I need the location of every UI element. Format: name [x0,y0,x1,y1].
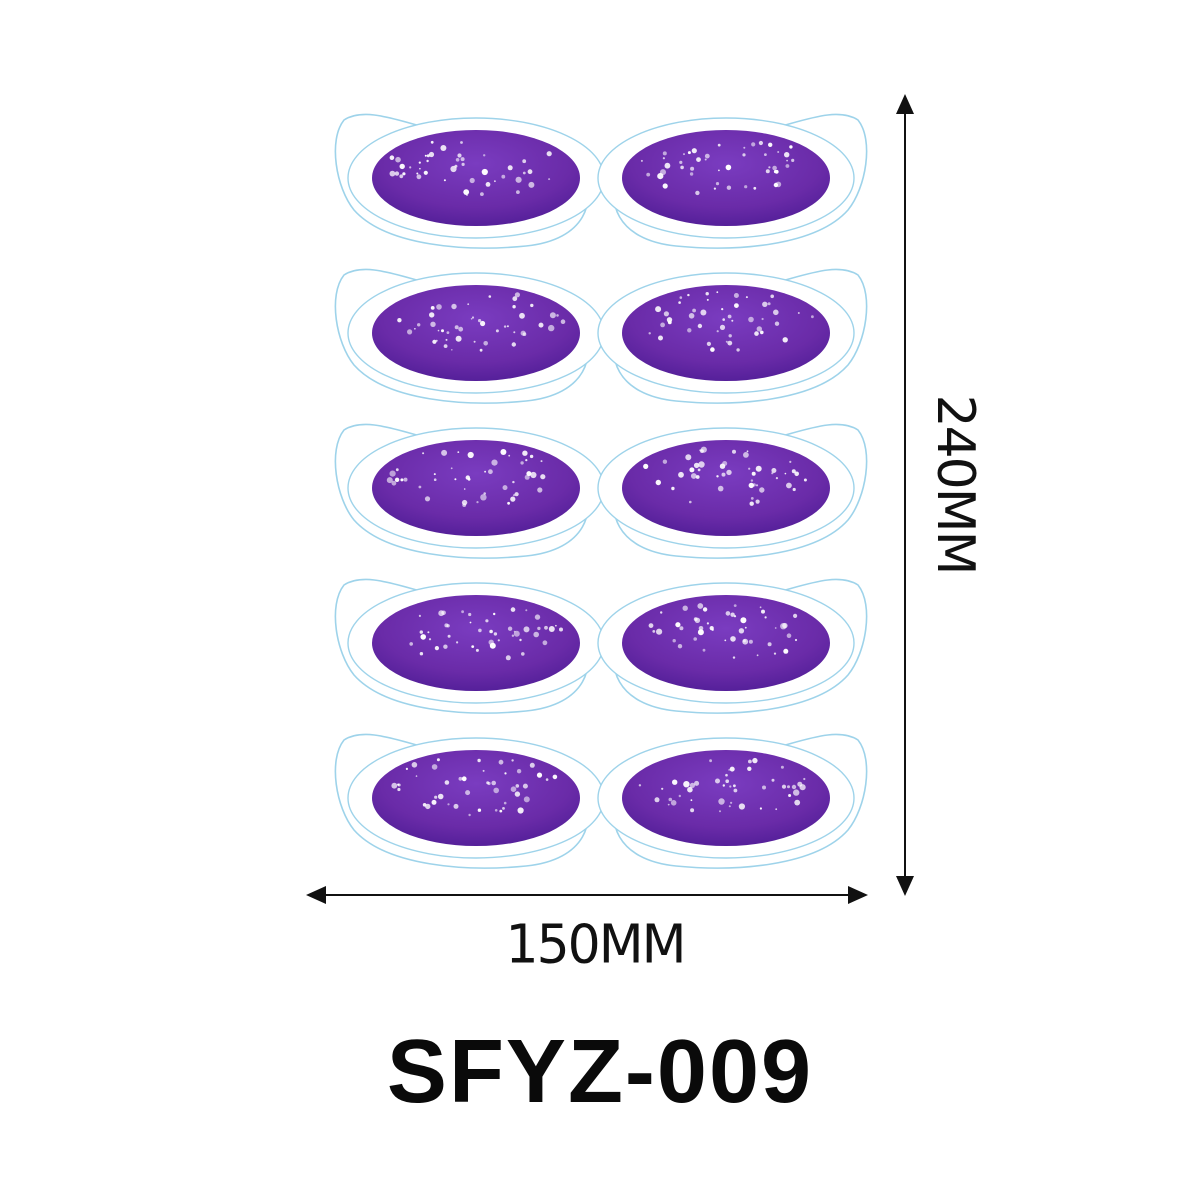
height-dimension-arrow [896,94,914,896]
patch-body [372,440,580,536]
sparkle-pattern [391,758,558,817]
patch-body [372,130,580,226]
patch-body [372,750,580,846]
eye-patch-sticker [597,113,868,249]
patch-body [622,440,830,536]
eye-patch-sticker [334,578,605,714]
eye-patch-sticker [597,733,868,869]
eye-patch-sticker [597,578,868,714]
patch-body [622,285,830,381]
sparkle-pattern [397,292,566,352]
patch-body [622,750,830,846]
height-dimension-label: 240MM [925,394,985,574]
product-code: SFYZ-009 [386,1022,814,1122]
patch-body [622,595,830,691]
sparkle-pattern [648,603,798,659]
eye-patch-sticker [597,268,868,404]
patch-body [372,285,580,381]
sparkle-pattern [409,607,563,661]
patch-body [622,130,830,226]
width-dimension-label: 150MM [505,914,687,976]
eye-patch-sticker [597,423,868,559]
patch-body [372,595,580,691]
eye-patch-sticker [334,733,605,869]
sparkle-pattern [648,291,814,352]
eye-patch-sticker [334,268,605,404]
sparkle-pattern [638,757,806,813]
sparkle-pattern [389,140,552,197]
width-dimension-arrow [306,886,868,904]
patch-grid [334,113,868,869]
sparkle-pattern [640,140,795,196]
sparkle-pattern [386,449,546,507]
eye-patch-sticker [334,113,605,249]
sparkle-pattern [643,446,807,506]
eye-patch-sticker [334,423,605,559]
